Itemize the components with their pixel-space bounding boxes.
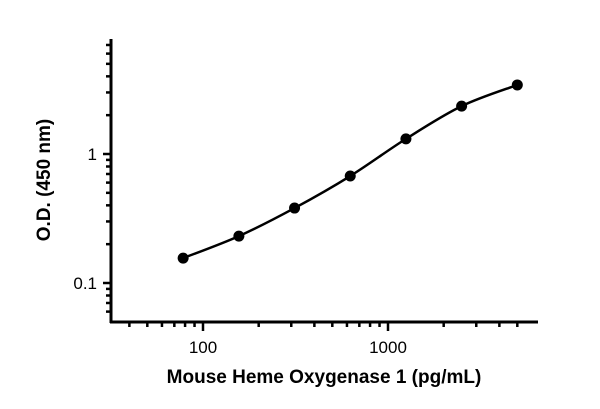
data-point bbox=[511, 79, 523, 91]
data-point bbox=[344, 170, 356, 182]
data-point bbox=[177, 252, 189, 264]
data-point bbox=[289, 202, 301, 214]
data-point bbox=[456, 100, 468, 112]
y-axis-title: O.D. (450 nm) bbox=[34, 119, 55, 241]
x-tick-label-100: 100 bbox=[189, 338, 217, 357]
data-point bbox=[233, 230, 245, 242]
data-point bbox=[400, 133, 412, 145]
x-axis-title: Mouse Heme Oxygenase 1 (pg/mL) bbox=[167, 367, 482, 388]
y-tick-label-0.1: 0.1 bbox=[73, 274, 97, 293]
y-tick-label-1: 1 bbox=[88, 145, 97, 164]
x-tick-label-1000: 1000 bbox=[369, 338, 407, 357]
data-points bbox=[177, 79, 523, 264]
